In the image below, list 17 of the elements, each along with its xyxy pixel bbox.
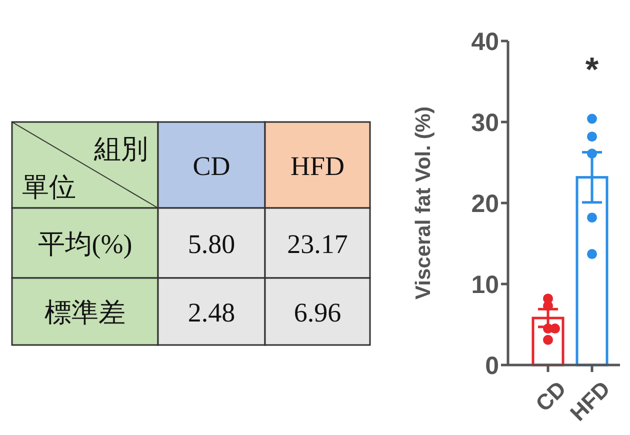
text: CD <box>192 151 230 181</box>
y-tick-label: 40 <box>471 28 499 56</box>
text: 平均(%) <box>38 229 132 259</box>
text: 單位 <box>22 172 76 202</box>
text: 組別 <box>93 134 148 164</box>
text: HFD <box>290 151 345 181</box>
text: 6.96 <box>294 298 342 328</box>
text: 2.48 <box>188 298 236 328</box>
y-axis-title: Visceral fat Vol. (%) <box>412 106 435 300</box>
text: 5.80 <box>188 229 236 259</box>
y-tick-label: 30 <box>471 109 499 137</box>
y-tick-label: 20 <box>471 190 499 218</box>
y-tick-label: 10 <box>471 271 499 299</box>
y-tick-label: 0 <box>485 352 499 380</box>
text: 標準差 <box>44 298 126 328</box>
text: 23.17 <box>287 229 348 259</box>
annotation: * <box>585 51 600 89</box>
